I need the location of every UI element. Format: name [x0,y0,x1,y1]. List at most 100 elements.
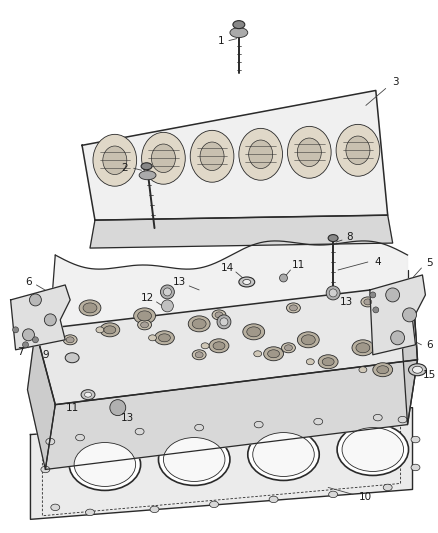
Ellipse shape [46,438,55,445]
Ellipse shape [336,124,380,176]
Ellipse shape [66,337,74,343]
Circle shape [13,327,18,333]
Ellipse shape [81,390,95,400]
Ellipse shape [337,424,409,475]
Ellipse shape [233,21,245,29]
Circle shape [22,342,28,348]
Ellipse shape [79,300,101,316]
Ellipse shape [148,335,156,341]
Ellipse shape [346,136,370,165]
Ellipse shape [328,491,338,498]
Circle shape [44,314,56,326]
Ellipse shape [200,142,224,171]
Circle shape [162,300,173,312]
Ellipse shape [188,316,210,332]
Ellipse shape [269,496,278,503]
Polygon shape [403,285,417,425]
Text: 3: 3 [392,77,399,87]
Ellipse shape [373,363,392,377]
Ellipse shape [342,427,403,472]
Polygon shape [50,241,407,335]
Ellipse shape [192,350,206,360]
Text: 11: 11 [66,402,79,413]
Ellipse shape [51,504,60,511]
Ellipse shape [243,324,265,340]
Ellipse shape [201,343,209,349]
Circle shape [326,286,340,300]
Ellipse shape [239,128,283,180]
Ellipse shape [138,311,152,321]
Polygon shape [28,330,55,470]
Ellipse shape [254,422,263,428]
Text: 7: 7 [17,347,24,357]
Text: 1: 1 [218,36,224,46]
Ellipse shape [74,442,136,487]
Ellipse shape [286,303,300,313]
Ellipse shape [247,327,261,337]
Ellipse shape [285,345,293,351]
Ellipse shape [364,299,372,305]
Text: 15: 15 [423,370,436,379]
Ellipse shape [192,319,206,329]
Circle shape [386,288,399,302]
Ellipse shape [230,28,248,38]
Text: 13: 13 [121,413,134,423]
Text: 10: 10 [359,492,372,503]
Ellipse shape [93,134,137,186]
Text: 8: 8 [347,232,353,242]
Ellipse shape [215,312,223,318]
Ellipse shape [159,334,170,342]
Polygon shape [90,215,392,248]
Ellipse shape [135,429,144,435]
Ellipse shape [411,437,420,443]
Ellipse shape [290,305,297,311]
Ellipse shape [155,331,174,345]
Ellipse shape [287,126,331,178]
Ellipse shape [264,347,283,361]
Ellipse shape [69,439,141,490]
Polygon shape [11,285,70,350]
Circle shape [220,318,228,326]
Ellipse shape [96,327,104,333]
Ellipse shape [141,322,148,328]
Circle shape [391,331,405,345]
Ellipse shape [141,163,152,169]
Text: 9: 9 [42,350,49,360]
Ellipse shape [356,343,370,353]
Text: 6: 6 [25,277,32,287]
Circle shape [29,294,41,306]
Ellipse shape [209,501,219,507]
Ellipse shape [190,131,234,182]
Ellipse shape [328,235,338,241]
Ellipse shape [297,332,319,348]
Ellipse shape [352,340,374,356]
Ellipse shape [383,484,392,491]
Ellipse shape [314,418,323,425]
Ellipse shape [268,350,279,358]
Ellipse shape [249,140,273,168]
Polygon shape [370,275,425,355]
Ellipse shape [152,144,176,173]
Ellipse shape [65,353,79,363]
Ellipse shape [301,335,315,345]
Text: 6: 6 [426,340,433,350]
Ellipse shape [139,171,156,180]
Text: 13: 13 [339,297,353,307]
Ellipse shape [195,352,203,358]
Ellipse shape [76,434,85,441]
Ellipse shape [322,358,334,366]
Ellipse shape [398,416,407,423]
Ellipse shape [248,429,319,480]
Circle shape [160,285,174,299]
Polygon shape [46,360,417,470]
Ellipse shape [411,464,420,471]
Ellipse shape [213,342,225,350]
Ellipse shape [361,297,375,307]
Polygon shape [31,408,413,519]
Ellipse shape [138,320,152,330]
Ellipse shape [359,367,367,373]
Polygon shape [35,285,417,405]
Ellipse shape [41,466,50,473]
Ellipse shape [377,366,389,374]
Circle shape [110,400,126,416]
